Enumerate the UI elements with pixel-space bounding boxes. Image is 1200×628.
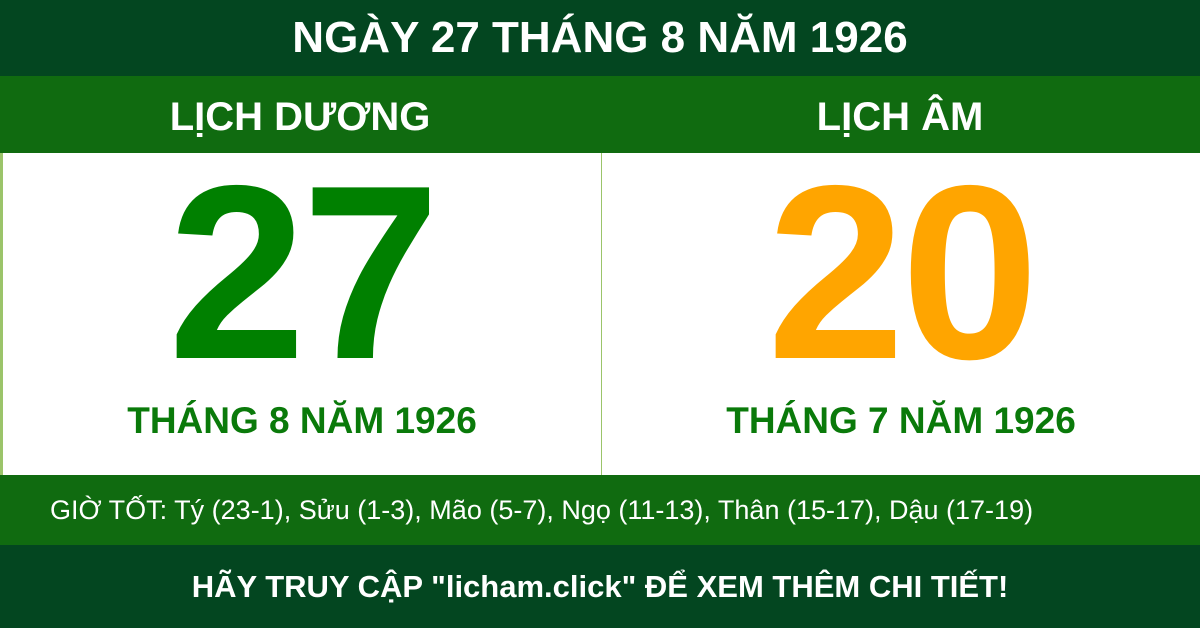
lunar-column: 20 THÁNG 7 NĂM 1926: [601, 133, 1200, 475]
solar-column: 27 THÁNG 8 NĂM 1926: [3, 133, 601, 475]
good-hours: GIỜ TỐT: Tý (23-1), Sửu (1-3), Mão (5-7)…: [0, 475, 1200, 545]
lunar-day: 20: [767, 133, 1039, 411]
solar-heading: LỊCH DƯƠNG: [169, 95, 431, 139]
solar-day: 27: [168, 133, 440, 411]
lunar-heading: LỊCH ÂM: [816, 95, 984, 139]
footer-cta: HÃY TRUY CẬP "licham.click" ĐỂ XEM THÊM …: [0, 545, 1200, 628]
page-title: NGÀY 27 THÁNG 8 NĂM 1926: [0, 0, 1200, 76]
calendar-body: 27 THÁNG 8 NĂM 1926 20 THÁNG 7 NĂM 1926: [0, 133, 1200, 475]
solar-month-year: THÁNG 8 NĂM 1926: [127, 400, 477, 441]
lunar-month-year: THÁNG 7 NĂM 1926: [726, 400, 1076, 441]
calendar-headings: LỊCH DƯƠNG LỊCH ÂM: [0, 76, 1200, 153]
